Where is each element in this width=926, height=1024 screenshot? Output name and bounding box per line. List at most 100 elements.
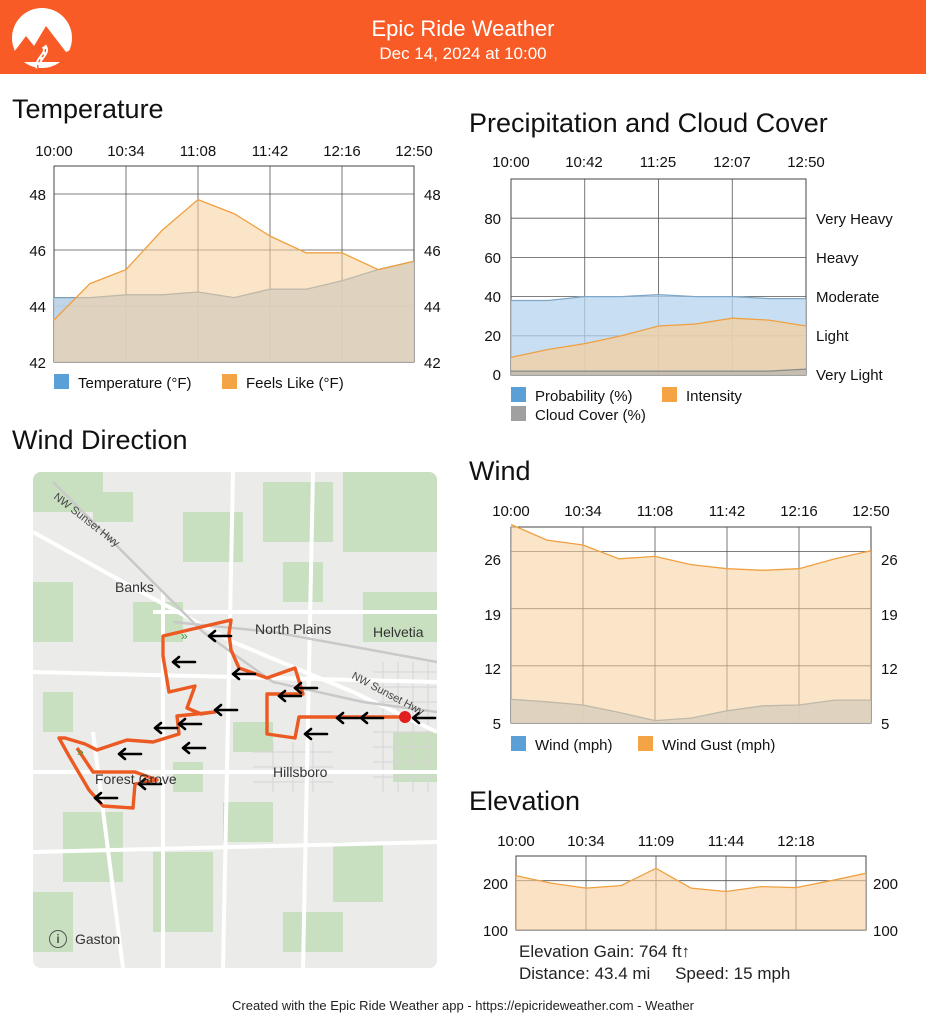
map-place-label: Forest Grove — [95, 771, 177, 787]
precip-areas — [510, 293, 807, 375]
temp-y-tick: 44 — [29, 299, 46, 316]
elev-x-tick: 10:00 — [497, 833, 535, 850]
temp-x-tick: 10:00 — [35, 143, 73, 160]
series-line — [510, 317, 807, 359]
wind-x-tick: 12:16 — [780, 503, 818, 520]
legend-swatch-wind — [511, 736, 526, 751]
map-place-label: Gaston — [75, 931, 120, 947]
svg-text:»: » — [77, 745, 84, 759]
intensity-label: Moderate — [816, 289, 879, 306]
elev-x-tick: 10:34 — [567, 833, 605, 850]
elev-y-tick: 200 — [483, 876, 508, 893]
wind-direction-map[interactable]: » » NW Sunset Hwy Banks North Plains Hel… — [33, 472, 437, 968]
temp-y-tick: 46 — [29, 243, 46, 260]
legend-swatch-gust — [638, 736, 653, 751]
legend-swatch-temperature — [54, 374, 69, 389]
map-forest-patches — [33, 472, 437, 952]
map-place-label: Hillsboro — [273, 764, 328, 780]
precip-x-tick: 10:42 — [565, 154, 603, 171]
app-title: Epic Ride Weather — [371, 16, 555, 41]
precip-intensity-labels: Very Heavy Heavy Moderate Light Very Lig… — [816, 211, 893, 384]
precip-y-ticks: 80 60 40 20 0 — [484, 211, 501, 384]
precip-legend: Probability (%) Intensity Cloud Cover (%… — [511, 387, 742, 424]
series-area — [511, 369, 806, 375]
temp-x-tick: 12:16 — [323, 143, 361, 160]
wind-legend: Wind (mph) Wind Gust (mph) — [511, 736, 775, 754]
temp-x-tick: 12:50 — [395, 143, 433, 160]
temp-y-ticks-left: 48 46 44 42 — [29, 187, 46, 372]
intensity-label: Very Light — [816, 367, 884, 384]
wind-y-tick-right: 5 — [881, 716, 889, 733]
precip-x-tick: 11:25 — [640, 154, 676, 171]
precip-y-tick: 0 — [493, 367, 501, 384]
map-place-label: North Plains — [255, 621, 331, 637]
app-header: Epic Ride Weather Dec 14, 2024 at 10:00 — [0, 0, 926, 74]
ride-route — [57, 618, 405, 810]
wind-y-ticks-left: 26 19 12 5 — [484, 552, 501, 733]
series-line — [510, 523, 872, 571]
series-area — [516, 868, 866, 930]
wind-x-tick: 12:50 — [852, 503, 890, 520]
temp-y-tick: 48 — [29, 187, 46, 204]
legend-label-feels-like: Feels Like (°F) — [246, 375, 344, 392]
wind-x-tick: 10:34 — [564, 503, 602, 520]
map-place-label: NW Sunset Hwy — [51, 491, 122, 550]
route-start-marker — [399, 711, 411, 723]
ride-speed: Speed: 15 mph — [675, 964, 791, 983]
wind-x-ticks: 10:00 10:34 11:08 11:42 12:16 12:50 — [492, 503, 890, 520]
legend-label-cloud: Cloud Cover (%) — [535, 407, 646, 424]
legend-swatch-cloud — [511, 406, 526, 421]
footer-credit: Created with the Epic Ride Weather app -… — [232, 998, 694, 1013]
wind-y-tick: 26 — [484, 552, 501, 569]
wind-y-tick-right: 26 — [881, 552, 898, 569]
legend-swatch-intensity — [662, 387, 677, 402]
temp-x-ticks: 10:00 10:34 11:08 11:42 12:16 12:50 — [35, 143, 433, 160]
map-canvas: » » — [33, 472, 437, 968]
wind-y-tick-right: 19 — [881, 607, 898, 624]
precipitation-title: Precipitation and Cloud Cover — [469, 108, 828, 138]
legend-label-intensity: Intensity — [686, 388, 742, 405]
temp-y-ticks-right: 48 46 44 42 — [424, 187, 441, 372]
precip-y-tick: 40 — [484, 289, 501, 306]
temp-y-tick-right: 44 — [424, 299, 441, 316]
wind-y-tick: 19 — [484, 607, 501, 624]
intensity-label: Heavy — [816, 250, 859, 267]
wind-title: Wind — [469, 456, 531, 486]
precip-y-tick: 20 — [484, 328, 501, 345]
wind-chart: 10:00 10:34 11:08 11:42 12:16 12:50 26 1… — [484, 503, 898, 754]
temp-x-tick: 10:34 — [107, 143, 145, 160]
elev-y-ticks: 200 100 200 100 — [483, 876, 898, 940]
wind-y-tick: 5 — [493, 716, 501, 733]
elevation-chart: 10:00 10:34 11:09 11:44 12:18 200 100 20… — [483, 833, 898, 940]
map-place-label: Banks — [115, 579, 154, 595]
elev-y-tick-right: 200 — [873, 876, 898, 893]
legend-swatch-probability — [511, 387, 526, 402]
legend-swatch-feels-like — [222, 374, 237, 389]
mountain-road-logo-icon — [8, 8, 82, 69]
map-place-label: Helvetia — [373, 624, 424, 640]
temperature-title: Temperature — [12, 94, 164, 124]
precip-x-tick: 10:00 — [492, 154, 530, 171]
ride-date: Dec 14, 2024 at 10:00 — [379, 44, 547, 63]
info-icon[interactable]: i — [49, 930, 67, 948]
ride-distance: Distance: 43.4 mi — [519, 964, 651, 983]
temp-x-tick: 11:42 — [252, 143, 288, 160]
wind-x-tick: 11:42 — [709, 503, 745, 520]
svg-text:»: » — [181, 629, 188, 643]
elevation-gain: Elevation Gain: 764 ft↑ — [519, 942, 691, 961]
map-labels: NW Sunset Hwy Banks North Plains Helveti… — [51, 491, 426, 947]
temp-y-tick-right: 48 — [424, 187, 441, 204]
precip-x-ticks: 10:00 10:42 11:25 12:07 12:50 — [492, 154, 825, 171]
elev-x-ticks: 10:00 10:34 11:09 11:44 12:18 — [497, 833, 815, 850]
wind-y-ticks-right: 26 19 12 5 — [881, 552, 898, 733]
precip-y-tick: 80 — [484, 211, 501, 228]
series-area — [511, 318, 806, 375]
precip-x-tick: 12:50 — [787, 154, 825, 171]
elev-areas — [515, 867, 867, 930]
elev-x-tick: 11:09 — [638, 833, 674, 850]
legend-label-wind: Wind (mph) — [535, 737, 613, 754]
wind-areas — [510, 523, 872, 723]
temperature-chart: 10:00 10:34 11:08 11:42 12:16 12:50 48 4… — [29, 143, 441, 392]
ride-stats: Distance: 43.4 mi Speed: 15 mph — [519, 964, 790, 984]
series-line — [53, 198, 415, 321]
